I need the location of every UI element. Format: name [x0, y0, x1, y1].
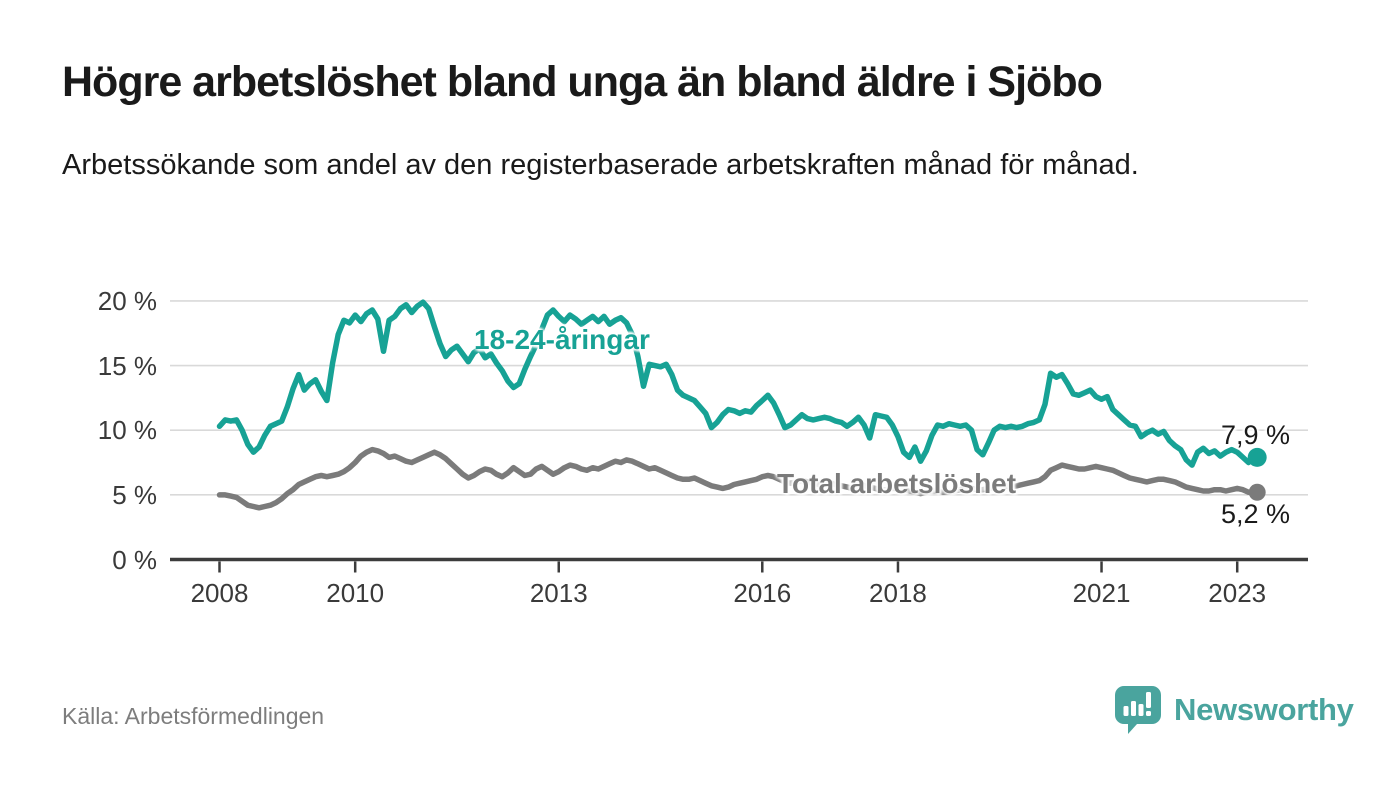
y-tick-label: 0 % [112, 544, 157, 575]
x-tick-label: 2018 [869, 578, 927, 608]
x-tick-label: 2008 [190, 578, 249, 608]
y-tick-label: 10 % [97, 415, 157, 446]
x-tick-label: 2023 [1208, 578, 1267, 608]
end-value-label-young: 7,9 % [1220, 420, 1290, 450]
x-tick-label: 2016 [733, 578, 792, 608]
x-tick-label: 2010 [326, 578, 385, 608]
series-line-total [216, 446, 1257, 511]
source-note: Källa: Arbetsförmedlingen [62, 703, 325, 729]
page-subtitle: Arbetssökande som andel av den registerb… [62, 149, 1139, 181]
series-line-young [216, 299, 1257, 468]
page-title: Högre arbetslöshet bland unga än bland ä… [62, 58, 1103, 106]
newsworthy-logo-icon [1115, 686, 1161, 734]
series-label-total: Total arbetslöshet [777, 468, 1017, 499]
series-end-dot-young [1247, 447, 1267, 467]
y-tick-label: 15 % [97, 350, 157, 381]
y-tick-label: 20 % [97, 285, 157, 316]
x-tick-label: 2021 [1072, 578, 1131, 608]
series-label-young: 18-24-åringar [474, 324, 650, 355]
brand-logo: Newsworthy [1113, 684, 1354, 736]
x-tick-label: 2013 [529, 578, 588, 608]
y-tick-label: 5 % [112, 479, 157, 510]
end-value-label-total: 5,2 % [1220, 499, 1290, 529]
series-end-dot-total [1248, 483, 1266, 501]
brand-name: Newsworthy [1174, 692, 1354, 727]
